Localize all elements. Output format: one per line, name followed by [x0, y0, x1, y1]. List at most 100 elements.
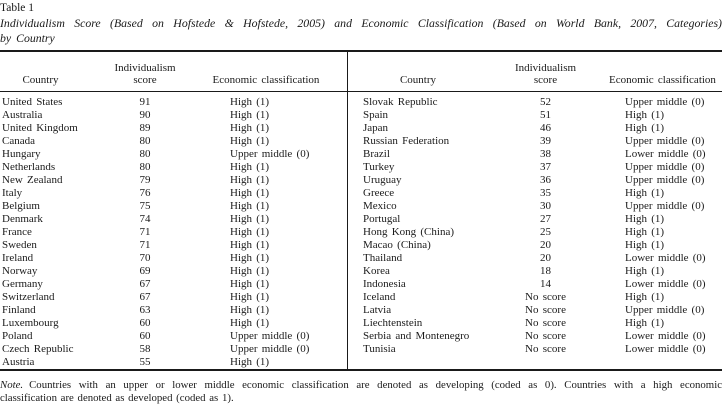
- cell-country: Liechtenstein: [363, 316, 423, 329]
- column-header-country: Country: [348, 52, 488, 92]
- table-row: Norway 69 High (1): [0, 265, 347, 278]
- cell-country: Serbia and Montenegro: [363, 329, 470, 342]
- cell-score: 71: [139, 225, 151, 238]
- cell-classification: High (1): [625, 108, 665, 121]
- table-row: Portugal 27 High (1): [348, 213, 722, 226]
- cell-classification: High (1): [625, 316, 665, 329]
- cell-classification: Lower middle (0): [625, 329, 706, 342]
- table-row: Uruguay 36 Upper middle (0): [348, 174, 722, 187]
- table-row: Hong Kong (China) 25 High (1): [348, 226, 722, 239]
- table-row: United States 91 High (1): [0, 91, 347, 109]
- table-row: Sweden 71 High (1): [0, 239, 347, 252]
- cell-country: Ireland: [2, 251, 34, 264]
- cell-classification: High (1): [230, 212, 270, 225]
- cell-classification: High (1): [625, 225, 665, 238]
- cell-classification: High (1): [230, 108, 270, 121]
- cell-classification: Upper middle (0): [625, 173, 705, 186]
- header-score-line2: score: [133, 74, 157, 86]
- table-row: Russian Federation 39 Upper middle (0): [348, 135, 722, 148]
- cell-classification: High (1): [230, 199, 270, 212]
- cell-classification: High (1): [625, 212, 665, 225]
- table-label: Table 1: [0, 2, 35, 14]
- table-row: Iceland No score High (1): [348, 291, 722, 304]
- cell-score: No score: [525, 290, 566, 303]
- cell-classification: High (1): [625, 121, 665, 134]
- table-row: Finland 63 High (1): [0, 304, 347, 317]
- cell-classification: Lower middle (0): [625, 251, 706, 264]
- table-row: Belgium 75 High (1): [0, 200, 347, 213]
- cell-country: Switzerland: [2, 290, 55, 303]
- table-row: Luxembourg 60 High (1): [0, 317, 347, 330]
- cell-classification: High (1): [230, 186, 270, 199]
- cell-classification: High (1): [230, 173, 270, 186]
- cell-score: 14: [540, 277, 551, 290]
- table-row: United Kingdom 89 High (1): [0, 122, 347, 135]
- cell-country: Denmark: [2, 212, 43, 225]
- cell-country: Russian Federation: [363, 134, 450, 147]
- cell-country: Mexico: [363, 199, 397, 212]
- cell-score: No score: [525, 303, 566, 316]
- table-title-line-2: by Country: [0, 30, 55, 45]
- cell-score: 52: [540, 95, 551, 108]
- cell-country: Iceland: [363, 290, 396, 303]
- cell-country: New Zealand: [2, 173, 63, 186]
- cell-country: Latvia: [363, 303, 392, 316]
- cell-classification: Upper middle (0): [625, 303, 705, 316]
- cell-classification: Upper middle (0): [230, 342, 310, 355]
- cell-country: Belgium: [2, 199, 40, 212]
- cell-score: 90: [139, 108, 151, 121]
- header-row: Country Individualism score Economic cla…: [348, 52, 722, 92]
- table-row: Austria 55 High (1): [0, 356, 347, 369]
- note-line-1: Note. Countries with an upper or lower mi…: [0, 379, 722, 392]
- cell-score: 38: [540, 147, 551, 160]
- table-row: Thailand 20 Lower middle (0): [348, 252, 722, 265]
- table-row: Liechtenstein No score High (1): [348, 317, 722, 330]
- cell-classification: Upper middle (0): [625, 95, 705, 108]
- table-row: Latvia No score Upper middle (0): [348, 304, 722, 317]
- cell-country: Japan: [363, 121, 389, 134]
- cell-classification: Upper middle (0): [625, 160, 705, 173]
- cell-classification: High (1): [625, 264, 665, 277]
- cell-score: 89: [139, 121, 151, 134]
- cell-classification: High (1): [230, 290, 270, 303]
- cell-classification: Upper middle (0): [230, 147, 310, 160]
- cell-score: 60: [139, 316, 151, 329]
- cell-classification: High (1): [230, 95, 270, 108]
- cell-country: Brazil: [363, 147, 390, 160]
- table-caption: Table 1 Individualism Score (Based on Ho…: [0, 0, 722, 45]
- table-row: Ireland 70 High (1): [0, 252, 347, 265]
- table-row: Switzerland 67 High (1): [0, 291, 347, 304]
- cell-country: Italy: [2, 186, 23, 199]
- cell-score: 80: [139, 160, 151, 173]
- cell-classification: High (1): [625, 186, 665, 199]
- cell-country: United Kingdom: [2, 121, 78, 134]
- cell-classification: High (1): [230, 160, 270, 173]
- cell-score: 20: [540, 251, 551, 264]
- table-title-line-1: Individualism Score (Based on Hofstede &…: [0, 16, 722, 30]
- cell-classification: High (1): [230, 316, 270, 329]
- cell-score: 46: [540, 121, 551, 134]
- table-note: Note. Countries with an upper or lower mi…: [0, 379, 722, 405]
- table-row: Indonesia 14 Lower middle (0): [348, 278, 722, 291]
- cell-classification: High (1): [230, 264, 270, 277]
- left-table: Country Individualism score Economic cla…: [0, 52, 347, 369]
- cell-country: Germany: [2, 277, 43, 290]
- left-panel: Country Individualism score Economic cla…: [0, 52, 347, 369]
- cell-classification: High (1): [230, 251, 270, 264]
- cell-score: 55: [139, 355, 151, 368]
- cell-score: 75: [139, 199, 151, 212]
- column-header-country: Country: [0, 52, 105, 92]
- cell-country: Turkey: [363, 160, 395, 173]
- table-row: Korea 18 High (1): [348, 265, 722, 278]
- cell-country: Netherlands: [2, 160, 56, 173]
- column-header-individualism-score: Individualism score: [105, 52, 185, 92]
- table-row: Netherlands 80 High (1): [0, 161, 347, 174]
- cell-country: Australia: [2, 108, 43, 121]
- column-header-economic-classification: Economic classification: [603, 52, 722, 92]
- cell-score: 67: [139, 277, 151, 290]
- header-row: Country Individualism score Economic cla…: [0, 52, 347, 92]
- cell-score: 39: [540, 134, 551, 147]
- cell-score: 30: [540, 199, 551, 212]
- cell-classification: Lower middle (0): [625, 277, 706, 290]
- cell-score: 63: [139, 303, 151, 316]
